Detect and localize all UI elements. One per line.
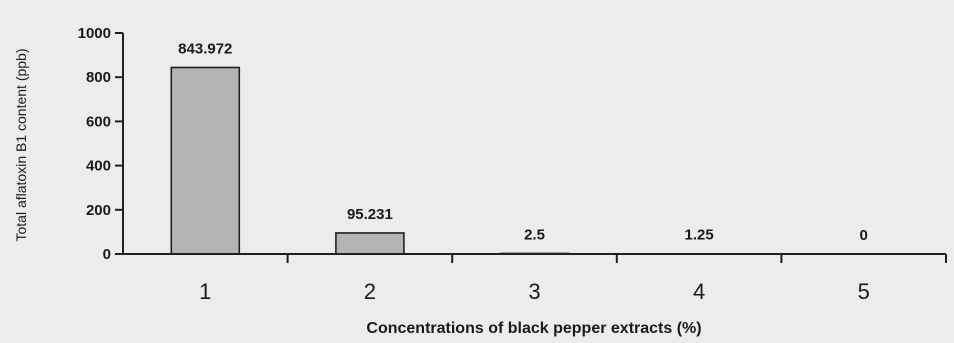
y-tick-label: 800 (86, 69, 111, 86)
bar (335, 232, 405, 255)
y-tick-label: 200 (86, 202, 111, 219)
x-tick-label: 3 (528, 279, 540, 304)
bar (170, 66, 241, 255)
y-tick-label: 0 (103, 246, 111, 263)
y-tick-label: 1000 (78, 25, 111, 42)
x-tick-label: 1 (199, 279, 211, 304)
y-tick-label: 400 (86, 158, 111, 175)
x-tick-label: 4 (693, 279, 705, 304)
x-tick-label: 5 (858, 279, 870, 304)
y-axis-ticks: 0 200 400 600 800 1000 (78, 25, 123, 263)
y-tick-label: 600 (86, 113, 111, 130)
data-labels: 843.972 95.231 2.5 1.25 0 (178, 40, 868, 244)
data-label: 1.25 (684, 227, 713, 244)
x-axis-title: Concentrations of black pepper extracts … (366, 320, 701, 337)
x-axis-ticks: 1 2 3 4 5 (199, 254, 947, 304)
data-label: 0 (860, 227, 868, 244)
x-tick-label: 2 (364, 279, 376, 304)
y-axis-title: Total aflatoxin B1 content (ppb) (13, 48, 29, 241)
data-label: 95.231 (347, 206, 393, 223)
data-label: 2.5 (524, 226, 545, 243)
bars (170, 66, 570, 255)
data-label: 843.972 (178, 40, 232, 57)
